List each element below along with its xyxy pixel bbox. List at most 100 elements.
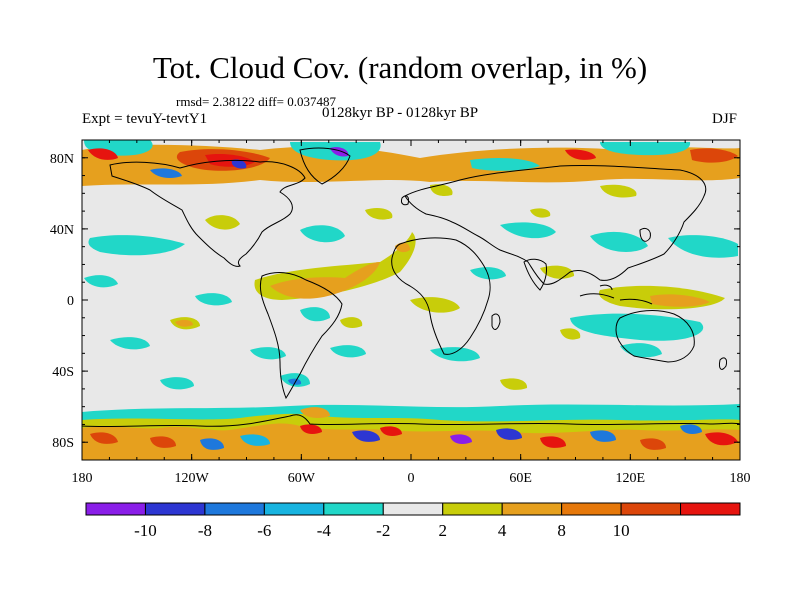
anomaly-region — [300, 307, 330, 322]
experiment-label: Expt = tevuY-tevtY1 — [82, 111, 208, 127]
latitude-axis: 80N 40N 0 40S 80S — [50, 139, 740, 461]
colorbar-label: -4 — [317, 521, 332, 540]
colorbar-swatch — [85, 502, 146, 516]
anomaly-region — [84, 275, 118, 288]
anomaly-region — [300, 424, 322, 434]
anomaly-region — [88, 235, 185, 256]
anomaly-region — [380, 426, 402, 436]
anomaly-region — [330, 345, 366, 358]
colorbar-label: 10 — [613, 521, 630, 540]
anomaly-region — [205, 215, 240, 230]
anomaly-region — [352, 430, 380, 442]
period-label: 0128kyr BP - 0128kyr BP — [322, 105, 479, 121]
anomaly-region — [565, 149, 596, 160]
anomaly-region — [470, 158, 540, 171]
anomaly-region — [570, 313, 704, 341]
colorbar-label: 2 — [438, 521, 447, 540]
colorbar-label: 8 — [557, 521, 566, 540]
coastline-antarctica — [82, 414, 740, 428]
anomaly-region — [680, 424, 702, 434]
anomaly-region — [82, 423, 740, 460]
anomaly-region — [450, 434, 472, 444]
anomaly-region — [150, 436, 176, 448]
lon-tick-label: 120W — [175, 471, 210, 486]
anomaly-region — [240, 434, 270, 446]
colorbar-swatch — [263, 502, 325, 516]
anomaly-region — [150, 168, 182, 178]
colorbar-swatch — [442, 502, 503, 516]
colorbar-label: -10 — [134, 521, 157, 540]
anomaly-region — [540, 436, 566, 448]
longitude-axis: 180 120W 60W 0 60E 120E 180 — [72, 140, 751, 486]
lon-tick-label: 60E — [509, 471, 532, 486]
anomaly-region — [500, 378, 528, 390]
coastline-greenland — [299, 147, 351, 185]
anomaly-region — [340, 317, 363, 328]
lat-tick-label: 40S — [52, 365, 74, 380]
lat-tick-label: 80S — [52, 436, 74, 451]
colorbar-swatch — [204, 502, 265, 516]
coastlines — [82, 147, 740, 428]
anomaly-region — [410, 297, 460, 313]
anomaly-region — [668, 235, 738, 258]
anomaly-region — [200, 438, 224, 450]
anomaly-region — [110, 337, 150, 350]
colorbar-label: 4 — [498, 521, 507, 540]
anomaly-region — [705, 432, 738, 446]
lon-tick-label: 60W — [288, 471, 316, 486]
lat-tick-label: 40N — [50, 223, 74, 238]
anomaly-field — [82, 140, 740, 460]
colorbar-swatch — [144, 502, 206, 516]
colorbar-swatch — [323, 502, 384, 516]
anomaly-region — [160, 377, 194, 390]
anomaly-region — [590, 430, 616, 442]
season-label: DJF — [712, 111, 738, 127]
coastline-madagascar — [491, 313, 501, 330]
anomaly-region — [600, 184, 637, 198]
anomaly-region — [231, 159, 247, 169]
anomaly-region — [175, 319, 193, 327]
colorbar: -10 -8 -6 -4 -2 2 4 8 10 — [85, 502, 741, 540]
coastline-india — [523, 258, 547, 291]
stats-text: rmsd= 2.38122 diff= 0.037487 — [176, 94, 336, 109]
anomaly-region — [560, 328, 581, 340]
colorbar-swatch — [680, 502, 741, 516]
anomaly-region — [195, 293, 232, 306]
colorbar-swatch — [382, 502, 444, 516]
lon-tick-label: 120E — [616, 471, 646, 486]
anomaly-region — [690, 148, 738, 163]
anomaly-region — [88, 148, 118, 160]
colorbar-label: -6 — [257, 521, 271, 540]
plot-title: Tot. Cloud Cov. (random overlap, in %) — [152, 50, 648, 85]
coastline-japan — [639, 227, 651, 242]
anomaly-region — [600, 142, 691, 156]
coastline-uk — [401, 195, 409, 206]
anomaly-region — [250, 347, 286, 360]
coastline-new-zealand — [719, 357, 727, 370]
coastline-africa — [391, 237, 491, 355]
anomaly-region — [270, 262, 380, 299]
lon-tick-label: 180 — [72, 471, 93, 486]
colorbar-label: -8 — [198, 521, 212, 540]
anomaly-region — [530, 208, 551, 218]
lat-tick-label: 80N — [50, 152, 74, 167]
lon-tick-label: 0 — [408, 471, 415, 486]
coastline-australia — [615, 310, 695, 363]
anomaly-region — [496, 428, 522, 440]
coastline-south-america — [259, 272, 343, 400]
colorbar-label: -2 — [376, 521, 390, 540]
colorbar-swatch — [501, 502, 563, 516]
anomaly-region — [300, 225, 345, 243]
anomaly-region — [640, 438, 666, 450]
lat-tick-label: 0 — [67, 294, 74, 309]
anomaly-region — [650, 294, 710, 307]
anomaly-region — [288, 378, 302, 385]
colorbar-swatch — [620, 502, 682, 516]
anomaly-region — [365, 207, 393, 220]
colorbar-swatch — [561, 502, 622, 516]
lon-tick-label: 180 — [730, 471, 751, 486]
anomaly-region — [500, 222, 556, 239]
anomaly-region — [590, 231, 648, 252]
coastline-north-america — [109, 159, 306, 267]
